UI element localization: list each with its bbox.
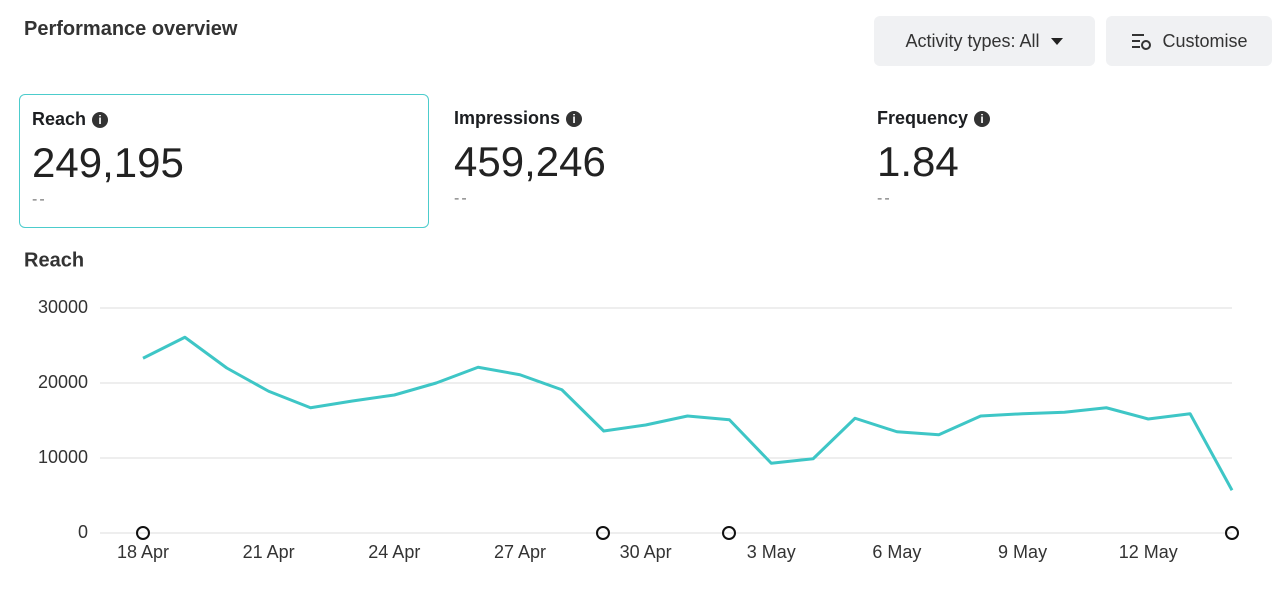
event-icons (136, 526, 1239, 540)
metric-label: Frequency (877, 108, 969, 128)
metric-value: 459,246 (454, 138, 606, 185)
metric-card[interactable]: Frequency i 1.84 -- (865, 94, 1275, 228)
info-icon: i (92, 111, 109, 128)
x-tick-label: 3 May (747, 542, 796, 562)
metric-label-row: Frequency i (877, 108, 991, 129)
button-label: Customise (1162, 30, 1248, 51)
x-tick-label: 27 Apr (494, 542, 546, 562)
metric-change: -- (877, 190, 892, 207)
x-tick-label: 30 Apr (620, 542, 672, 562)
metric-card[interactable]: Reach i 249,195 -- (19, 94, 429, 228)
reach-line (142, 335, 1234, 491)
y-tick-label: 20000 (38, 372, 88, 392)
customise-icon (1132, 34, 1152, 50)
button-label: Activity types: All (905, 30, 1040, 51)
x-tick-label: 18 Apr (117, 542, 169, 562)
chart: Reach 0 10000 20000 30000 18 Apr 21 Apr 24 Apr… (24, 249, 1239, 562)
info-icon: i (566, 110, 583, 127)
metric-label-row: Reach i (32, 109, 109, 130)
metric-label: Impressions (454, 108, 561, 128)
x-tick-label: 24 Apr (368, 542, 420, 562)
x-tick-label: 21 Apr (243, 542, 295, 562)
y-tick-label: 0 (78, 522, 88, 542)
chart-title: Reach (24, 249, 84, 271)
metric-change: -- (32, 191, 47, 208)
activity-types-button[interactable]: Activity types: All (874, 16, 1095, 66)
metric-label-row: Impressions i (454, 108, 583, 129)
metric-card[interactable]: Impressions i 459,246 -- (442, 94, 852, 228)
y-tick-label: 30000 (38, 297, 88, 317)
y-tick-label: 10000 (38, 447, 88, 467)
metric-label: Reach (32, 109, 87, 129)
info-icon: i (974, 110, 991, 127)
x-tick-label: 12 May (1119, 542, 1178, 562)
dropdown-icon (1050, 38, 1063, 45)
metric-value: 249,195 (32, 139, 184, 186)
customise-button[interactable]: Customise (1106, 16, 1272, 66)
x-tick-label: 9 May (998, 542, 1047, 562)
metric-change: -- (454, 190, 469, 207)
x-tick-label: 6 May (872, 542, 921, 562)
metric-value: 1.84 (877, 138, 959, 185)
page-title: Performance overview (24, 18, 238, 40)
